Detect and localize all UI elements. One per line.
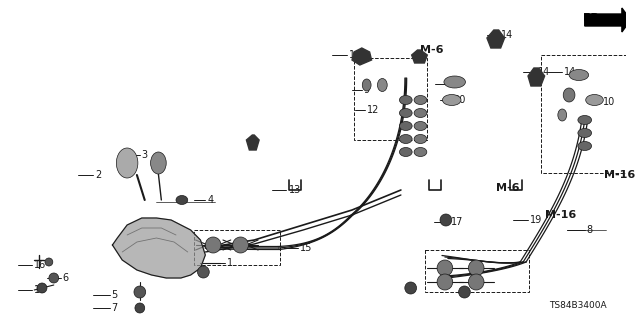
- Ellipse shape: [414, 122, 427, 131]
- Text: 7: 7: [111, 303, 118, 313]
- Text: M-6: M-6: [420, 45, 444, 55]
- Text: 6: 6: [63, 273, 68, 283]
- Circle shape: [468, 260, 484, 276]
- Text: 4: 4: [207, 195, 213, 205]
- Ellipse shape: [414, 134, 427, 143]
- Circle shape: [45, 258, 53, 266]
- Circle shape: [437, 274, 452, 290]
- Text: 15: 15: [300, 243, 312, 253]
- Text: M-6: M-6: [496, 183, 519, 193]
- Ellipse shape: [399, 95, 412, 105]
- Polygon shape: [528, 68, 545, 86]
- Ellipse shape: [444, 76, 465, 88]
- Circle shape: [233, 237, 248, 253]
- Ellipse shape: [116, 148, 138, 178]
- Text: 8: 8: [587, 225, 593, 235]
- Text: 11: 11: [447, 79, 459, 89]
- Text: 1: 1: [227, 258, 233, 268]
- Bar: [426, 250, 529, 292]
- Polygon shape: [352, 48, 372, 65]
- Text: 2: 2: [95, 170, 101, 180]
- Circle shape: [198, 266, 209, 278]
- Ellipse shape: [176, 196, 188, 204]
- Ellipse shape: [578, 116, 591, 124]
- Text: 14: 14: [564, 67, 577, 77]
- Circle shape: [459, 286, 470, 298]
- Text: 18: 18: [34, 285, 47, 295]
- Text: 19: 19: [530, 215, 542, 225]
- Circle shape: [135, 303, 145, 313]
- Text: 9: 9: [364, 85, 370, 95]
- Ellipse shape: [414, 95, 427, 105]
- Text: 14: 14: [500, 30, 513, 40]
- Ellipse shape: [578, 129, 591, 138]
- Circle shape: [405, 282, 417, 294]
- Circle shape: [437, 260, 452, 276]
- Ellipse shape: [578, 141, 591, 150]
- Text: 10: 10: [604, 97, 616, 107]
- Ellipse shape: [563, 88, 575, 102]
- Ellipse shape: [399, 122, 412, 131]
- Text: M-16: M-16: [604, 170, 636, 180]
- Ellipse shape: [414, 108, 427, 117]
- Bar: [541, 55, 628, 173]
- Circle shape: [205, 237, 221, 253]
- Ellipse shape: [399, 134, 412, 143]
- Text: 14: 14: [538, 67, 550, 77]
- Polygon shape: [412, 50, 428, 63]
- Circle shape: [468, 274, 484, 290]
- Ellipse shape: [442, 94, 461, 106]
- Bar: [354, 58, 428, 140]
- Polygon shape: [585, 8, 630, 32]
- Text: 16: 16: [34, 260, 47, 270]
- Polygon shape: [113, 218, 205, 278]
- Text: M-16: M-16: [545, 210, 576, 220]
- Circle shape: [49, 273, 59, 283]
- Text: 20: 20: [454, 95, 466, 105]
- Ellipse shape: [558, 109, 566, 121]
- Text: 13: 13: [289, 185, 301, 195]
- Circle shape: [134, 286, 146, 298]
- Circle shape: [440, 214, 452, 226]
- Text: 12: 12: [367, 105, 379, 115]
- Polygon shape: [246, 135, 259, 150]
- Ellipse shape: [399, 108, 412, 117]
- Text: 14: 14: [349, 50, 362, 60]
- Polygon shape: [487, 30, 504, 48]
- Circle shape: [37, 283, 47, 293]
- Text: TS84B3400A: TS84B3400A: [548, 301, 606, 310]
- Ellipse shape: [378, 78, 387, 92]
- Text: 5: 5: [111, 290, 118, 300]
- Bar: [194, 230, 280, 265]
- Ellipse shape: [362, 79, 371, 91]
- Text: FR.: FR.: [583, 13, 604, 23]
- Ellipse shape: [399, 148, 412, 156]
- Text: 3: 3: [142, 150, 148, 160]
- Ellipse shape: [414, 148, 427, 156]
- Ellipse shape: [586, 94, 604, 106]
- Text: 17: 17: [451, 217, 463, 227]
- Ellipse shape: [150, 152, 166, 174]
- Ellipse shape: [569, 69, 589, 81]
